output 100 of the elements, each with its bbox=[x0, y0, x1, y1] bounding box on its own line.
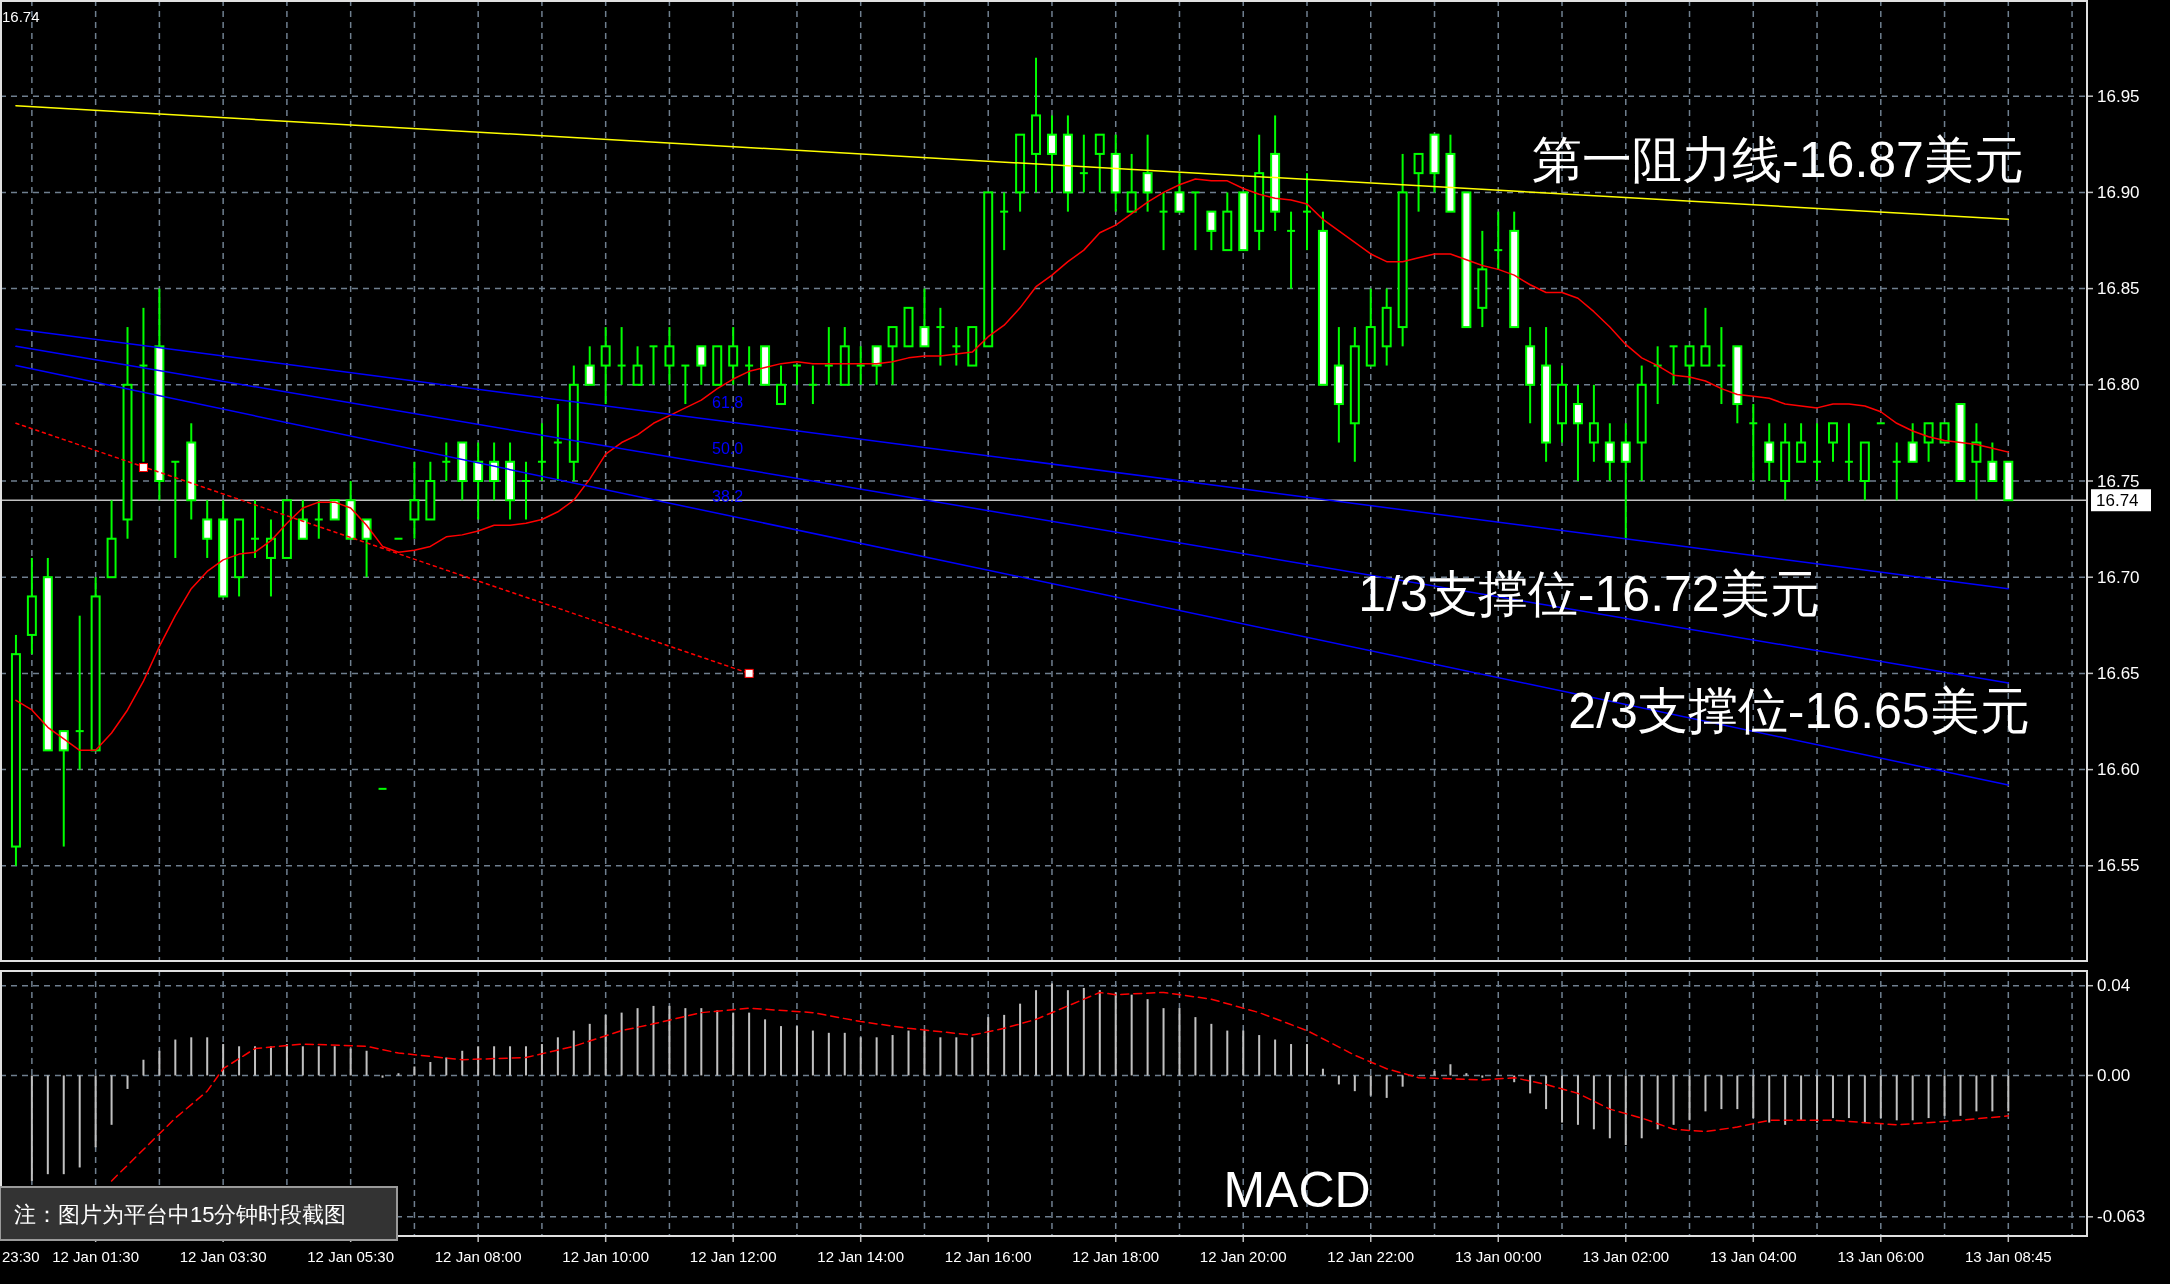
bar bbox=[1242, 1030, 1245, 1076]
bar bbox=[572, 1030, 575, 1076]
bar bbox=[604, 1014, 607, 1076]
bar bbox=[413, 1066, 416, 1076]
candlestick bbox=[1716, 326, 1727, 406]
bar bbox=[2007, 1075, 2010, 1112]
bar bbox=[1592, 1075, 1595, 1130]
candlestick bbox=[1572, 383, 1583, 482]
candlestick bbox=[1971, 422, 1982, 502]
bar bbox=[1385, 1075, 1388, 1098]
y-tick-label: 0.04 bbox=[2097, 976, 2131, 996]
x-tick-label: 13 Jan 06:00 bbox=[1837, 1248, 1925, 1265]
bar bbox=[461, 1050, 464, 1076]
candlestick bbox=[536, 422, 547, 482]
candlestick bbox=[297, 499, 308, 540]
candlestick bbox=[409, 460, 420, 540]
bar bbox=[477, 1046, 480, 1076]
candlestick bbox=[1302, 172, 1312, 252]
bar bbox=[891, 1035, 894, 1076]
bar bbox=[1800, 1075, 1803, 1121]
bar bbox=[1162, 1008, 1165, 1076]
candlestick bbox=[919, 287, 930, 348]
candlestick bbox=[1668, 345, 1679, 386]
bar bbox=[987, 1017, 990, 1076]
candlestick bbox=[1078, 133, 1089, 194]
bar bbox=[1210, 1023, 1213, 1076]
candlestick bbox=[138, 306, 149, 463]
candlestick bbox=[696, 345, 707, 386]
bar bbox=[1608, 1075, 1611, 1139]
candlestick bbox=[776, 364, 786, 406]
bar bbox=[843, 1032, 846, 1076]
candlestick bbox=[521, 460, 531, 521]
bar bbox=[1816, 1075, 1819, 1123]
bar bbox=[1847, 1075, 1850, 1119]
bar bbox=[142, 1059, 145, 1076]
bar bbox=[780, 1026, 783, 1076]
x-tick-label: 12 Jan 16:00 bbox=[944, 1248, 1032, 1265]
y-tick-label: -0.063 bbox=[2097, 1207, 2146, 1227]
annotation: 50.0 bbox=[712, 439, 744, 457]
bar bbox=[907, 1030, 910, 1076]
bar bbox=[556, 1037, 559, 1076]
bar bbox=[1943, 1075, 1946, 1116]
bar bbox=[588, 1023, 591, 1076]
bar bbox=[62, 1075, 65, 1175]
bar bbox=[923, 1030, 926, 1076]
candlestick bbox=[1812, 422, 1823, 482]
candlestick bbox=[1286, 210, 1297, 290]
candlestick bbox=[74, 614, 85, 771]
bar bbox=[381, 1075, 384, 1078]
bar bbox=[1720, 1075, 1723, 1110]
bar bbox=[955, 1037, 958, 1076]
x-tick-label: 12 Jan 14:00 bbox=[817, 1248, 905, 1265]
bar bbox=[716, 1010, 719, 1076]
candlestick bbox=[728, 326, 739, 386]
bar bbox=[811, 1030, 814, 1076]
bar bbox=[1784, 1075, 1787, 1125]
y-tick-label: 16.80 bbox=[2097, 375, 2140, 395]
candlestick bbox=[552, 403, 563, 482]
bar bbox=[317, 1046, 320, 1076]
candlestick bbox=[313, 499, 324, 540]
bar bbox=[30, 1075, 33, 1181]
candlestick bbox=[600, 326, 611, 406]
y-tick-label: 16.75 bbox=[2097, 471, 2140, 491]
candlestick bbox=[1700, 306, 1711, 367]
candlestick bbox=[202, 499, 213, 559]
bar bbox=[1194, 1017, 1197, 1076]
bar bbox=[524, 1046, 527, 1076]
candlestick bbox=[1413, 152, 1424, 213]
candlestick bbox=[1190, 191, 1201, 252]
bar bbox=[1130, 994, 1133, 1076]
bar bbox=[1003, 1014, 1006, 1076]
x-tick-label: 12 Jan 20:00 bbox=[1199, 1248, 1287, 1265]
candlestick bbox=[807, 364, 818, 406]
bar bbox=[174, 1039, 177, 1076]
bar bbox=[94, 1075, 97, 1148]
candlestick bbox=[632, 345, 643, 386]
bar bbox=[1401, 1075, 1404, 1087]
bar bbox=[190, 1037, 193, 1076]
x-tick-label: 12 Jan 08:00 bbox=[434, 1248, 522, 1265]
candlestick bbox=[489, 441, 500, 502]
candlestick bbox=[1796, 422, 1807, 463]
x-tick-label: 13 Jan 00:00 bbox=[1454, 1248, 1542, 1265]
candlestick bbox=[265, 518, 276, 598]
y-tick-label: 16.60 bbox=[2097, 760, 2140, 780]
x-tick-label: 13 Jan 02:00 bbox=[1582, 1248, 1670, 1265]
bar bbox=[1576, 1075, 1579, 1125]
annotation: 16.74 bbox=[2, 7, 40, 25]
candlestick bbox=[1094, 133, 1105, 194]
bar bbox=[46, 1075, 49, 1175]
bar bbox=[1529, 1075, 1532, 1094]
candlestick bbox=[1939, 422, 1950, 444]
bar bbox=[1274, 1039, 1277, 1076]
bar bbox=[1704, 1075, 1707, 1112]
candlestick bbox=[1493, 210, 1504, 271]
candlestick bbox=[1206, 210, 1217, 252]
candlestick bbox=[935, 306, 946, 367]
bar bbox=[1879, 1075, 1882, 1119]
bar bbox=[1640, 1075, 1643, 1139]
candlestick bbox=[664, 326, 675, 386]
candlestick bbox=[1126, 152, 1137, 213]
